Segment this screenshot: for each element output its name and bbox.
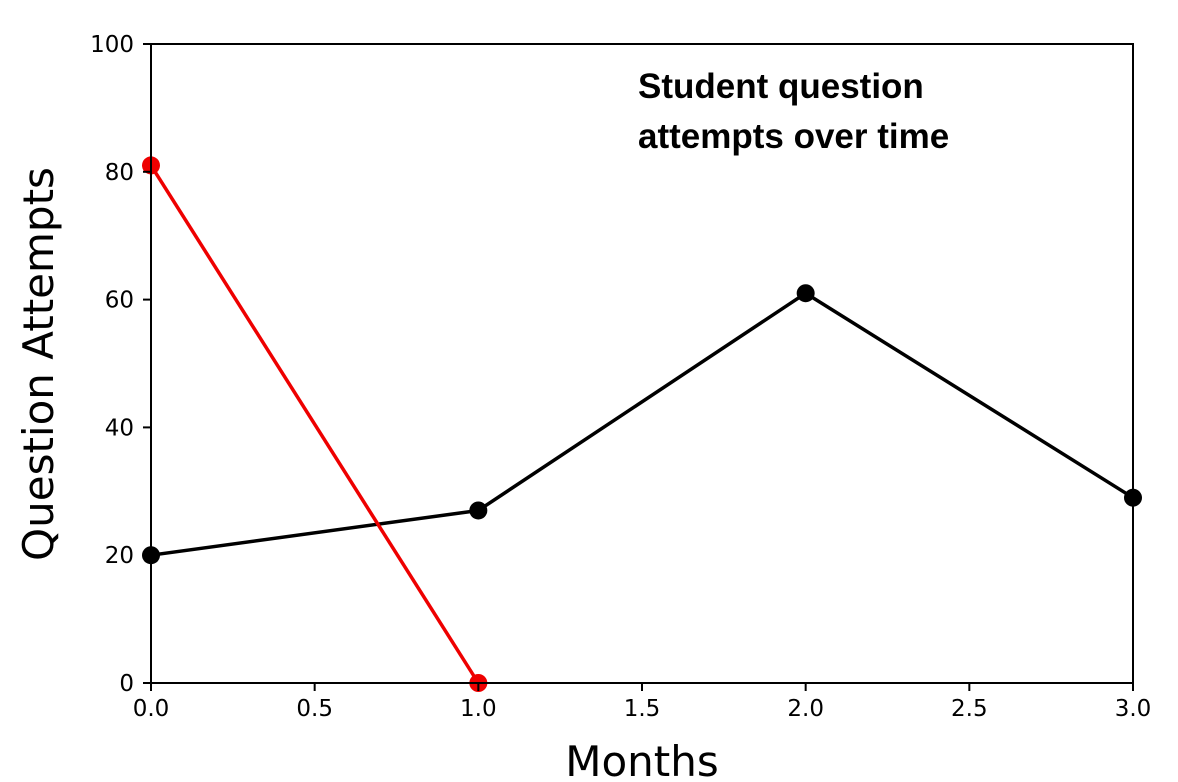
data-point [796, 284, 815, 303]
series-1 [142, 284, 1142, 565]
y-tick-label: 20 [105, 543, 134, 569]
x-axis: 0.0 0.5 1.0 1.5 2.0 2.5 3.0 [133, 683, 1152, 722]
chart-title-line-1: Student question [638, 67, 924, 106]
y-tick-label: 0 [119, 671, 134, 697]
chart-title-line-2: attempts over time [638, 117, 949, 156]
series-2 [142, 156, 488, 692]
x-tick-label: 3.0 [1115, 696, 1152, 722]
y-axis: 0 20 40 60 80 100 [90, 32, 151, 697]
x-tick-label: 2.0 [787, 696, 824, 722]
x-tick-label: 0.5 [296, 696, 333, 722]
y-tick-label: 40 [105, 415, 134, 441]
x-tick-label: 1.0 [460, 696, 497, 722]
x-tick-label: 1.5 [624, 696, 661, 722]
x-tick-label: 0.0 [133, 696, 170, 722]
series-line [150, 291, 1134, 557]
series-layer [142, 156, 1142, 692]
y-tick-label: 100 [90, 32, 134, 58]
y-tick-label: 80 [105, 160, 134, 186]
series-line [149, 164, 480, 684]
x-tick-label: 2.5 [951, 696, 988, 722]
y-tick-label: 60 [105, 288, 134, 314]
x-axis-label: Months [565, 737, 719, 782]
data-point [469, 501, 488, 520]
y-axis-label: Question Attempts [14, 167, 63, 561]
